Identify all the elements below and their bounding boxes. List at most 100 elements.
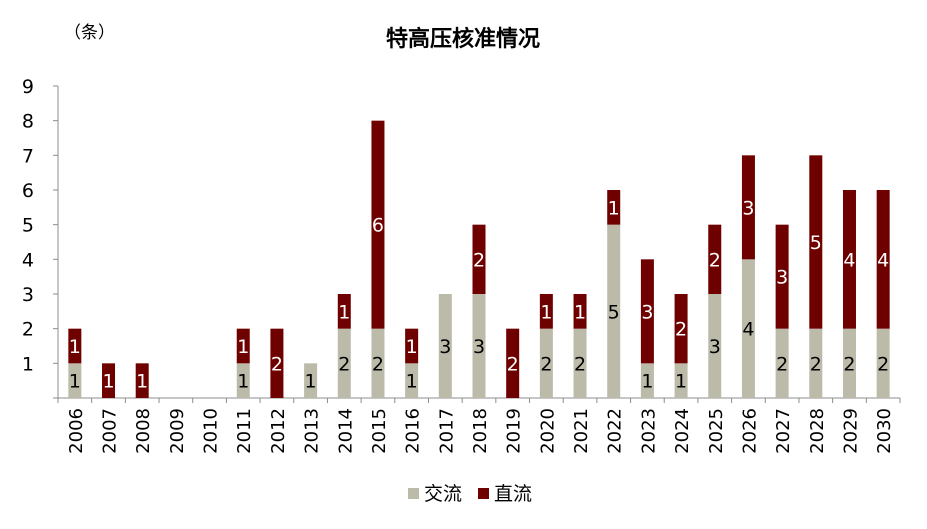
y-tick-label: 3 — [22, 284, 34, 306]
bar-dc-2026 — [741, 155, 755, 260]
bar-value-label: 4 — [843, 249, 855, 271]
bar-value-label: 2 — [877, 353, 889, 375]
x-tick-label: 2011 — [234, 408, 255, 454]
bar-value-label: 3 — [473, 336, 485, 358]
bar-ac-2024 — [674, 363, 688, 398]
bar-value-label: 1 — [406, 371, 418, 393]
bar-ac-2020 — [539, 328, 553, 398]
bar-ac-2027 — [775, 328, 789, 398]
bar-value-label: 2 — [810, 353, 822, 375]
chart-title: 特高压核准情况 — [386, 26, 540, 52]
x-tick-label: 2022 — [605, 408, 626, 454]
bar-value-label: 2 — [507, 353, 519, 375]
x-tick-label: 2019 — [504, 408, 525, 454]
x-tick-label: 2021 — [571, 408, 592, 454]
bar-value-label: 2 — [574, 353, 586, 375]
x-tick-label: 2029 — [840, 408, 861, 454]
legend-label: 交流 — [424, 483, 462, 505]
bar-value-label: 5 — [608, 301, 620, 323]
bar-ac-2016 — [405, 363, 419, 398]
x-tick-label: 2016 — [403, 408, 424, 454]
bar-ac-2028 — [809, 328, 823, 398]
legend: 交流 直流 — [408, 483, 532, 505]
bar-value-label: 3 — [742, 197, 754, 219]
bar-value-label: 3 — [439, 336, 451, 358]
x-tick-label: 2014 — [335, 408, 356, 454]
legend-swatch-dc — [478, 488, 489, 499]
bar-ac-2023 — [640, 363, 654, 398]
bar-ac-2029 — [842, 328, 856, 398]
bar-dc-2023 — [640, 259, 654, 364]
bar-value-label: 1 — [237, 336, 249, 358]
bar-ac-2026 — [741, 259, 755, 398]
x-tick-label: 2023 — [638, 408, 659, 454]
bar-dc-2018 — [472, 224, 486, 294]
x-tick-label: 2024 — [672, 408, 693, 454]
bar-dc-2027 — [775, 224, 789, 329]
bar-value-label: 1 — [540, 301, 552, 323]
x-tick-label: 2009 — [167, 408, 188, 454]
bar-dc-2006 — [68, 328, 82, 364]
bar-dc-2020 — [539, 294, 553, 329]
bar-ac-2017 — [438, 294, 452, 398]
bar-value-label: 1 — [102, 371, 114, 393]
bar-value-label: 2 — [540, 353, 552, 375]
bar-dc-2014 — [337, 294, 351, 329]
bar-ac-2018 — [472, 294, 486, 398]
bar-value-label: 3 — [709, 336, 721, 358]
x-tick-label: 2006 — [66, 408, 87, 454]
x-tick-label: 2026 — [739, 408, 760, 454]
bar-ac-2030 — [876, 328, 890, 398]
bar-value-label: 2 — [776, 353, 788, 375]
y-tick-label: 8 — [22, 111, 34, 133]
bar-value-label: 3 — [641, 301, 653, 323]
bar-value-label: 4 — [742, 319, 754, 341]
bar-ac-2015 — [371, 328, 385, 398]
x-tick-label: 2018 — [470, 408, 491, 454]
x-tick-label: 2012 — [268, 408, 289, 454]
bar-value-label: 1 — [338, 301, 350, 323]
bar-value-label: 1 — [69, 336, 81, 358]
legend-swatch-ac — [408, 488, 419, 499]
x-tick-label: 2030 — [874, 408, 895, 454]
bar-value-label: 1 — [608, 197, 620, 219]
bar-value-label: 3 — [776, 267, 788, 289]
y-tick-label: 5 — [22, 215, 34, 237]
y-tick-label: 7 — [22, 145, 34, 167]
bar-value-label: 6 — [372, 215, 384, 237]
x-tick-label: 2027 — [773, 408, 794, 454]
bar-value-label: 2 — [338, 353, 350, 375]
bar-value-label: 1 — [237, 371, 249, 393]
y-tick-label: 4 — [22, 249, 34, 271]
bar-value-label: 2 — [709, 249, 721, 271]
bar-value-label: 1 — [574, 301, 586, 323]
bar-dc-2011 — [236, 328, 250, 364]
bar-ac-2011 — [236, 363, 250, 398]
bar-value-label: 4 — [877, 249, 889, 271]
bar-value-label: 1 — [406, 336, 418, 358]
bar-dc-2024 — [674, 294, 688, 364]
x-tick-label: 2007 — [100, 408, 121, 454]
x-tick-label: 2025 — [706, 408, 727, 454]
bar-value-label: 1 — [305, 371, 317, 393]
x-tick-label: 2028 — [807, 408, 828, 454]
x-tick-label: 2017 — [436, 408, 457, 454]
bar-value-label: 2 — [372, 353, 384, 375]
bar-dc-2008 — [135, 363, 149, 398]
y-tick-label: 2 — [22, 319, 34, 341]
bar-value-label: 1 — [136, 371, 148, 393]
bar-dc-2029 — [842, 190, 856, 329]
bar-value-label: 2 — [675, 319, 687, 341]
bar-ac-2021 — [573, 328, 587, 398]
bar-ac-2013 — [304, 363, 318, 398]
x-tick-label: 2015 — [369, 408, 390, 454]
bar-value-label: 5 — [810, 232, 822, 254]
bar-dc-2028 — [809, 155, 823, 329]
bar-dc-2021 — [573, 294, 587, 329]
bar-ac-2025 — [708, 294, 722, 398]
bar-dc-2030 — [876, 190, 890, 329]
